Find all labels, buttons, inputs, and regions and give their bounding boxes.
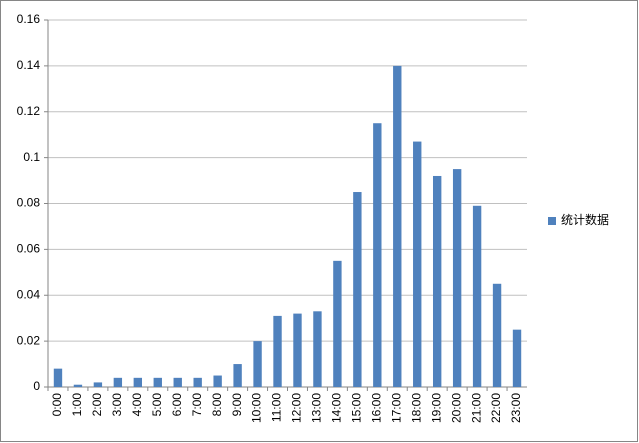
y-tick-label: 0.16 [17,12,41,26]
bar [373,123,382,387]
bar [413,141,422,387]
x-tick-label: 2:00 [90,393,104,417]
bar [233,364,242,387]
bar [472,205,482,387]
x-tick-label: 0:00 [50,393,64,417]
bar [273,315,282,387]
bar [73,384,83,387]
x-tick-label: 17:00 [389,393,403,423]
x-tick-label: 15:00 [350,393,364,423]
bar [133,377,143,387]
x-tick-label: 1:00 [70,393,84,417]
bar [153,377,162,387]
y-tick-label: 0.08 [17,196,41,210]
x-tick-label: 22:00 [489,393,503,423]
y-tick-label: 0.06 [17,242,41,256]
bar [253,341,262,387]
bar [452,169,462,387]
y-tick-label: 0 [33,379,40,393]
x-tick-label: 3:00 [110,393,124,417]
bar [93,382,103,387]
bar [333,260,342,387]
x-tick-label: 10:00 [250,393,264,423]
y-tick-label: 0.12 [17,104,41,118]
y-tick-label: 0.1 [23,150,40,164]
x-tick-label: 6:00 [170,393,184,417]
x-tick-label: 14:00 [330,393,344,423]
bar [432,175,442,387]
bar [53,368,63,387]
bar [113,377,123,387]
y-tick-label: 0.04 [17,287,41,301]
legend-label: 统计数据 [561,212,609,227]
x-tick-label: 7:00 [190,393,204,417]
x-tick-label: 20:00 [449,393,463,423]
x-tick-label: 16:00 [369,393,383,423]
x-tick-label: 5:00 [150,393,164,417]
x-tick-label: 8:00 [210,393,224,417]
bar [193,377,202,387]
x-tick-label: 11:00 [270,393,284,422]
bar [353,192,362,387]
x-tick-label: 18:00 [409,393,423,423]
bar [313,311,322,387]
x-tick-label: 21:00 [469,393,483,423]
bar [293,313,302,387]
bar [512,329,522,387]
x-tick-label: 13:00 [310,393,324,423]
y-tick-label: 0.14 [17,58,41,72]
x-tick-label: 12:00 [290,393,304,423]
x-tick-label: 9:00 [230,393,244,417]
x-tick-label: 4:00 [130,393,144,417]
y-tick-label: 0.02 [17,333,41,347]
legend-marker [548,217,556,225]
bar [173,377,182,387]
bar [213,375,222,387]
bar [492,283,502,387]
x-tick-label: 23:00 [509,393,523,423]
bar [393,65,402,387]
x-tick-label: 19:00 [429,393,443,423]
